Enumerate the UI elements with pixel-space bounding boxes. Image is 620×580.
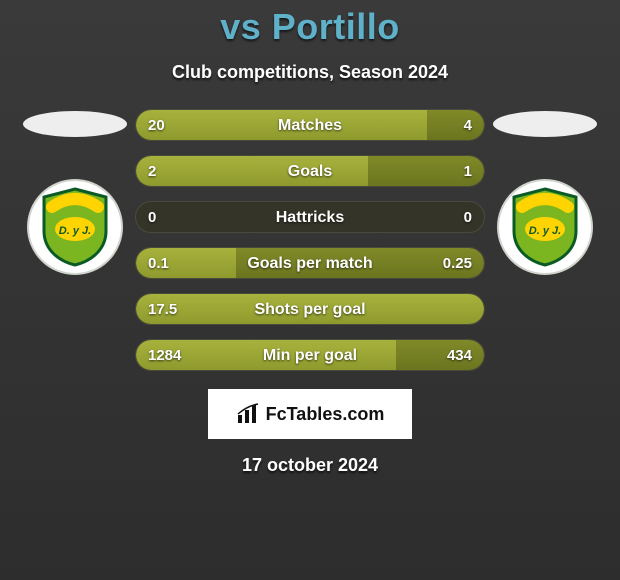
stat-row: Goals per match0.10.25 [135, 247, 485, 279]
player-photo-placeholder-left [23, 111, 127, 137]
stat-label: Matches [136, 110, 484, 141]
stat-row: Hattricks0 0 [135, 201, 485, 233]
page-title: vs Portillo [0, 0, 620, 48]
stat-row: Shots per goal17.5 [135, 293, 485, 325]
stat-value-right: 0 [452, 202, 484, 233]
left-column: D. y J. [15, 117, 135, 275]
stat-label: Goals [136, 156, 484, 187]
stat-value-left: 0 [136, 202, 168, 233]
stat-value-left: 17.5 [136, 294, 189, 325]
bars-icon [236, 403, 262, 425]
comparison-content: D. y J. Matches204Goals21Hattricks00Goal… [0, 117, 620, 371]
stat-value-left: 1284 [136, 340, 193, 371]
stat-value-right: 1 [452, 156, 484, 187]
stat-label: Hattricks [136, 202, 484, 233]
brand-text: FcTables.com [266, 404, 385, 425]
team-crest-left: D. y J. [27, 179, 123, 275]
shield-icon: D. y J. [510, 187, 580, 267]
team-crest-right: D. y J. [497, 179, 593, 275]
stat-value-right: 4 [452, 110, 484, 141]
page-subtitle: Club competitions, Season 2024 [0, 62, 620, 83]
stat-row: Min per goal1284434 [135, 339, 485, 371]
shield-icon: D. y J. [40, 187, 110, 267]
stat-row: Goals2 1 [135, 155, 485, 187]
stat-value-right: 0.25 [431, 248, 484, 279]
stat-bars: Matches204Goals21Hattricks00Goals per ma… [135, 109, 485, 371]
svg-text:D. y J.: D. y J. [529, 225, 561, 237]
stat-row: Matches20 4 [135, 109, 485, 141]
stat-value-left: 20 [136, 110, 177, 141]
stat-value-left: 2 [136, 156, 168, 187]
brand-box: FcTables.com [208, 389, 412, 439]
stat-value-left: 0.1 [136, 248, 181, 279]
svg-text:D. y J.: D. y J. [59, 225, 91, 237]
stat-value-right: 434 [435, 340, 484, 371]
right-column: D. y J. [485, 117, 605, 275]
date-label: 17 october 2024 [0, 455, 620, 476]
player-photo-placeholder-right [493, 111, 597, 137]
